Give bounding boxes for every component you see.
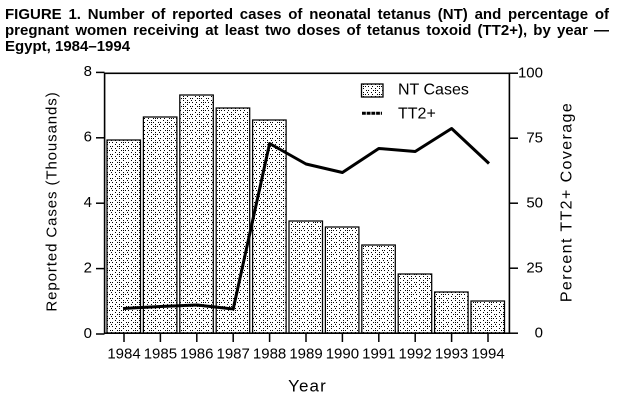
svg-text:Reported Cases (Thousands): Reported Cases (Thousands) (44, 91, 61, 311)
svg-text:1984: 1984 (107, 346, 140, 363)
svg-text:1989: 1989 (289, 346, 322, 363)
svg-text:25: 25 (526, 260, 543, 277)
svg-text:Percent TT2+ Coverage: Percent TT2+ Coverage (559, 102, 576, 302)
svg-text:1993: 1993 (435, 346, 468, 363)
svg-text:8: 8 (84, 63, 92, 80)
svg-text:50: 50 (526, 195, 543, 212)
svg-text:6: 6 (84, 129, 92, 146)
svg-text:Year: Year (288, 377, 327, 396)
svg-text:1992: 1992 (399, 346, 432, 363)
svg-text:4: 4 (84, 194, 92, 211)
svg-text:0: 0 (84, 325, 92, 342)
svg-text:1990: 1990 (326, 346, 359, 363)
svg-text:1985: 1985 (144, 346, 177, 363)
svg-text:2: 2 (84, 259, 92, 276)
svg-text:1991: 1991 (362, 346, 395, 363)
svg-text:NT Cases: NT Cases (398, 82, 469, 99)
svg-text:TT2+: TT2+ (398, 106, 436, 123)
svg-text:75: 75 (526, 130, 543, 147)
svg-text:1994: 1994 (471, 346, 504, 363)
svg-text:1987: 1987 (217, 346, 250, 363)
svg-text:1988: 1988 (253, 346, 286, 363)
svg-text:1986: 1986 (180, 346, 213, 363)
svg-text:100: 100 (518, 65, 543, 82)
svg-text:0: 0 (535, 325, 543, 342)
